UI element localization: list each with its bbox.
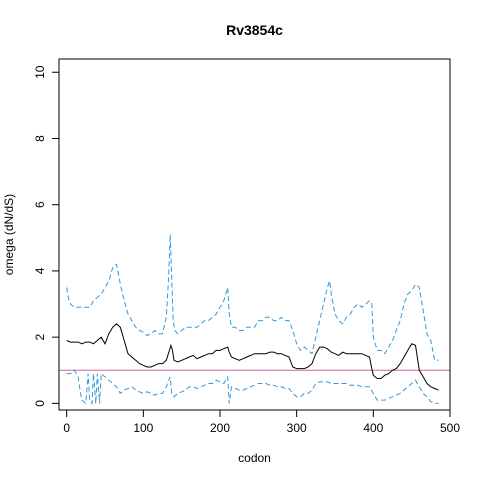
y-tick-label: 8 xyxy=(33,135,47,142)
plot-frame xyxy=(58,58,451,411)
plot-area xyxy=(59,234,450,405)
upper-bound-line xyxy=(66,234,439,361)
x-axis-label: codon xyxy=(238,451,271,465)
lower-bound-line xyxy=(66,369,439,405)
x-tick-label: 100 xyxy=(133,421,153,435)
x-axis: 0 100 200 300 400 500 xyxy=(63,410,460,435)
x-tick-label: 300 xyxy=(287,421,307,435)
y-tick-label: 10 xyxy=(33,65,47,79)
y-tick-label: 0 xyxy=(33,400,47,407)
y-tick-label: 2 xyxy=(33,333,47,340)
series-layer xyxy=(59,234,450,405)
x-tick-label: 0 xyxy=(63,421,70,435)
y-tick-label: 4 xyxy=(33,267,47,274)
median-omega-line xyxy=(66,323,439,391)
chart-title: Rv3854c xyxy=(226,22,283,38)
y-tick-label: 6 xyxy=(33,201,47,208)
y-axis: 0 2 4 6 8 10 xyxy=(33,65,59,407)
x-tick-label: 200 xyxy=(210,421,230,435)
x-tick-label: 500 xyxy=(440,421,460,435)
y-axis-label: omega (dN/dS) xyxy=(2,194,16,275)
x-tick-label: 400 xyxy=(363,421,383,435)
